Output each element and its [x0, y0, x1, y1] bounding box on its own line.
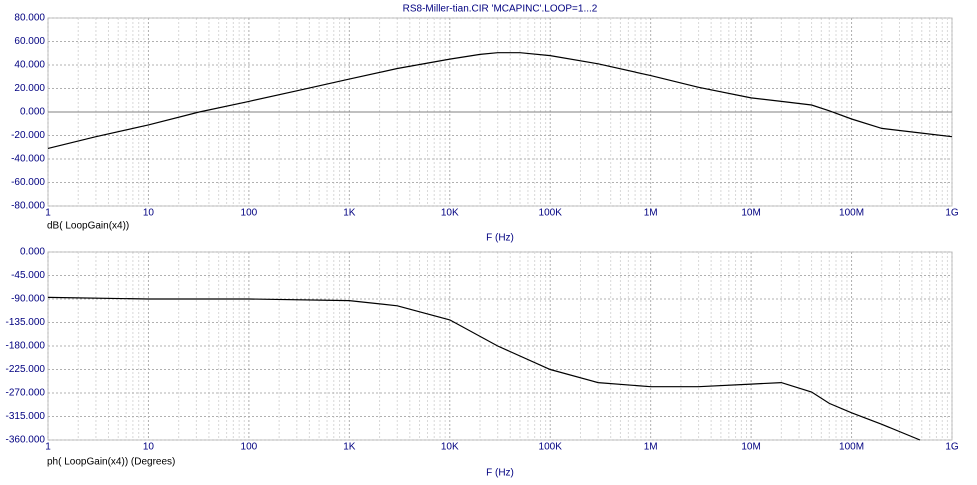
- x-tick-label: 100K: [539, 208, 563, 219]
- x-axis-label: F (Hz): [486, 468, 514, 479]
- y-tick-label: -270.000: [6, 388, 46, 399]
- x-tick-label: 1G: [945, 208, 959, 219]
- y-tick-label: 20.000: [14, 83, 45, 94]
- x-tick-label: 1M: [644, 442, 658, 453]
- x-tick-label: 1K: [343, 442, 356, 453]
- x-tick-label: 10K: [441, 208, 459, 219]
- y-axis-label: ph( LoopGain(x4)) (Degrees): [47, 457, 175, 468]
- y-tick-label: -225.000: [6, 364, 46, 375]
- x-tick-label: 100: [241, 442, 258, 453]
- x-tick-label: 10: [143, 208, 155, 219]
- y-tick-label: -180.000: [6, 341, 46, 352]
- x-tick-label: 10: [143, 442, 155, 453]
- x-tick-label: 1K: [343, 208, 356, 219]
- y-tick-label: -360.000: [6, 435, 46, 446]
- x-tick-label: 10M: [741, 442, 760, 453]
- x-tick-label: 100M: [839, 442, 864, 453]
- y-axis-label: dB( LoopGain(x4)): [47, 221, 129, 232]
- data-line: [47, 52, 953, 149]
- y-tick-label: -80.000: [11, 201, 45, 212]
- y-tick-label: -135.000: [6, 317, 46, 328]
- x-tick-label: 100: [241, 208, 258, 219]
- y-tick-label: -45.000: [11, 270, 45, 281]
- x-tick-label: 1: [45, 208, 51, 219]
- y-tick-label: 40.000: [14, 60, 45, 71]
- x-tick-label: 1G: [945, 442, 959, 453]
- y-tick-label: -20.000: [11, 130, 45, 141]
- data-line: [47, 296, 921, 441]
- y-tick-label: 0.000: [20, 107, 45, 118]
- y-tick-label: 0.000: [20, 247, 45, 258]
- x-tick-label: 100K: [539, 442, 563, 453]
- x-tick-label: 1: [45, 442, 51, 453]
- y-tick-label: -60.000: [11, 177, 45, 188]
- chart-title: RS8-Miller-tian.CIR 'MCAPINC'.LOOP=1...2: [403, 4, 598, 15]
- x-axis-label: F (Hz): [486, 233, 514, 244]
- x-tick-label: 1M: [644, 208, 658, 219]
- y-tick-label: -315.000: [6, 411, 46, 422]
- y-tick-label: 80.000: [14, 13, 45, 24]
- x-tick-label: 10K: [441, 442, 459, 453]
- x-tick-label: 10M: [741, 208, 760, 219]
- y-tick-label: 60.000: [14, 36, 45, 47]
- x-tick-label: 100M: [839, 208, 864, 219]
- y-tick-label: -40.000: [11, 154, 45, 165]
- y-tick-label: -90.000: [11, 294, 45, 305]
